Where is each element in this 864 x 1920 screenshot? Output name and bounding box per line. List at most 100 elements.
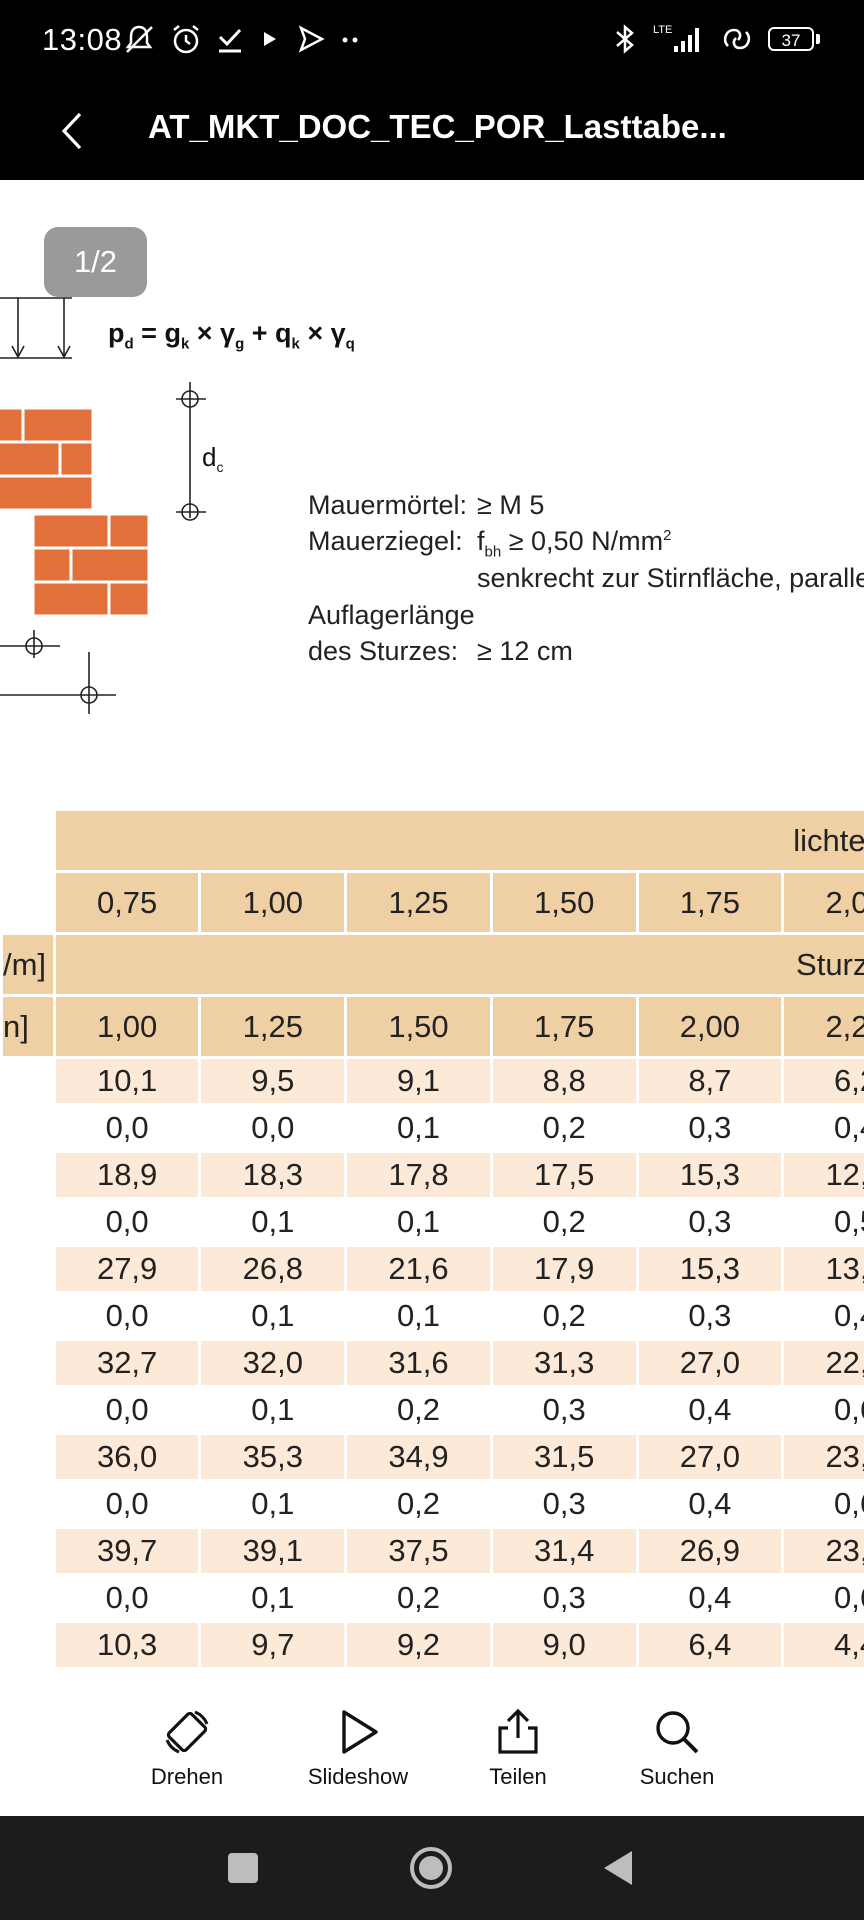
table-cell: 0,3 [489, 1573, 639, 1623]
table-cell: 8,7 [635, 1056, 785, 1106]
table-cell: 0,3 [489, 1479, 639, 1529]
hotspot-icon [723, 28, 751, 50]
unit-cell-load: /m] [0, 932, 56, 997]
mortar-value: ≥ M 5 [477, 490, 545, 520]
table-cell: 0,0 [198, 1103, 348, 1153]
clear-width-cell: 1,50 [489, 870, 639, 935]
share-button[interactable]: Teilen [453, 1706, 583, 1790]
back-arrow-icon[interactable] [54, 108, 94, 154]
table-cell: 31,5 [489, 1432, 639, 1482]
table-cell: 0,1 [198, 1573, 348, 1623]
table-cell: 6,4 [635, 1620, 785, 1670]
mute-icon [125, 25, 153, 53]
table-cell: 0,2 [489, 1291, 639, 1341]
row-label-cell [0, 1103, 56, 1153]
bearing-label-2: des Sturzes: [308, 636, 459, 666]
recent-apps-icon[interactable] [225, 1848, 261, 1888]
table-cell: 32,0 [198, 1338, 348, 1388]
row-label-cell [0, 1197, 56, 1247]
table-row: 0,00,10,20,30,40,6 [0, 1573, 864, 1623]
table-cell: 0,2 [344, 1385, 493, 1435]
search-button[interactable]: Suchen [612, 1706, 742, 1790]
table-cell: 39,1 [198, 1526, 348, 1576]
table-cell: 12,7 [781, 1150, 864, 1200]
table-cell: 0,0 [52, 1197, 202, 1247]
table-cell: 23,5 [781, 1432, 864, 1482]
lintel-length-heading-text: Sturzläng [796, 946, 864, 982]
share-icon [498, 1708, 538, 1754]
bearing-label-1: Auflagerlänge [308, 600, 475, 630]
row-label-cell [0, 1573, 56, 1623]
more-dots-icon [342, 37, 358, 43]
mortar-label: Mauermörtel: [308, 490, 468, 520]
document-title: AT_MKT_DOC_TEC_POR_Lasttabe... [148, 108, 727, 145]
table-cell: 18,3 [198, 1150, 348, 1200]
row-label-cell [0, 1291, 56, 1341]
table-row: 10,19,59,18,88,76,2 [0, 1056, 864, 1106]
table-cell: 0,2 [489, 1197, 639, 1247]
table-row: 10,39,79,29,06,44,4 [0, 1620, 864, 1670]
brick-value-f: f [477, 526, 485, 556]
table-cell: 27,0 [635, 1338, 785, 1388]
row-label-cell [0, 1667, 56, 1680]
table-cell: 4,4 [781, 1620, 864, 1670]
rotate-label: Drehen [150, 1764, 224, 1789]
table-cell: 26,9 [635, 1526, 785, 1576]
table-header-widths: 0,75 1,00 1,25 1,50 1,75 2,00 [0, 870, 864, 935]
document-viewer[interactable]: 1/2 pd = gk × γg + qk × γq dc Mauermörte… [0, 180, 864, 1680]
bluetooth-icon [616, 24, 634, 54]
table-cell: 37,5 [344, 1526, 493, 1576]
table-cell: 0,4 [781, 1103, 864, 1153]
table-cell: 21,6 [344, 1244, 493, 1294]
clear-width-cell: 2,00 [781, 870, 864, 935]
table-cell: 9,5 [198, 1056, 348, 1106]
dc-label: dc [202, 442, 223, 475]
lintel-diagram [0, 297, 206, 714]
table-row: 0,00,10,20,30,40,6 [0, 1385, 864, 1435]
lintel-length-cell: 1,25 [198, 994, 348, 1059]
navigation-bar [0, 1816, 864, 1920]
play-icon [264, 32, 276, 46]
table-cell: 22,9 [781, 1338, 864, 1388]
brick-value: fbh ≥ 0,50 N/mm2 [477, 526, 671, 560]
table-cell: 36,0 [52, 1432, 202, 1482]
table-corner-2 [0, 870, 56, 935]
battery-level: 37 [768, 27, 814, 51]
table-cell: 0,1 [344, 1103, 493, 1153]
table-cell: 31,4 [489, 1526, 639, 1576]
search-label: Suchen [639, 1764, 715, 1789]
table-cell: 0,3 [635, 1103, 785, 1153]
rotate-button[interactable]: Drehen [122, 1706, 252, 1790]
table-cell: 15,3 [635, 1244, 785, 1294]
table-cell: 0,1 [344, 1667, 493, 1680]
table-cell: 23,5 [781, 1526, 864, 1576]
table-header-lengths: n] 1,00 1,25 1,50 1,75 2,00 2,25 [0, 994, 864, 1059]
lintel-length-cell: 1,75 [489, 994, 639, 1059]
table-cell: 9,1 [344, 1056, 493, 1106]
table-cell: 0,4 [635, 1573, 785, 1623]
table-cell: 0,2 [489, 1103, 639, 1153]
lintel-length-cell: 1,00 [52, 994, 202, 1059]
table-cell: 34,9 [344, 1432, 493, 1482]
table-cell: 9,0 [489, 1620, 639, 1670]
page-indicator: 1/2 [44, 227, 147, 297]
clear-width-cell: 0,75 [52, 870, 202, 935]
row-label-cell [0, 1620, 56, 1670]
table-cell: 9,2 [344, 1620, 493, 1670]
table-row: 18,918,317,817,515,312,7 [0, 1150, 864, 1200]
table-cell: 27,9 [52, 1244, 202, 1294]
table-cell: 0,0 [52, 1479, 202, 1529]
brick-value-rest: ≥ 0,50 N/mm [508, 526, 664, 556]
table-cell: 0,4 [781, 1667, 864, 1680]
table-cell: 0,4 [635, 1385, 785, 1435]
slideshow-button[interactable]: Slideshow [293, 1706, 423, 1790]
table-cell: 0,1 [198, 1667, 348, 1680]
home-icon[interactable] [407, 1844, 455, 1892]
bottom-toolbar: Drehen Slideshow Teilen Suchen [0, 1680, 864, 1816]
table-cell: 0,3 [635, 1197, 785, 1247]
back-triangle-icon[interactable] [600, 1848, 636, 1888]
table-row: 39,739,137,531,426,923,5 [0, 1526, 864, 1576]
table-row: 36,035,334,931,527,023,5 [0, 1432, 864, 1482]
table-row: 0,00,10,20,30,40,6 [0, 1479, 864, 1529]
table-cell: 31,3 [489, 1338, 639, 1388]
